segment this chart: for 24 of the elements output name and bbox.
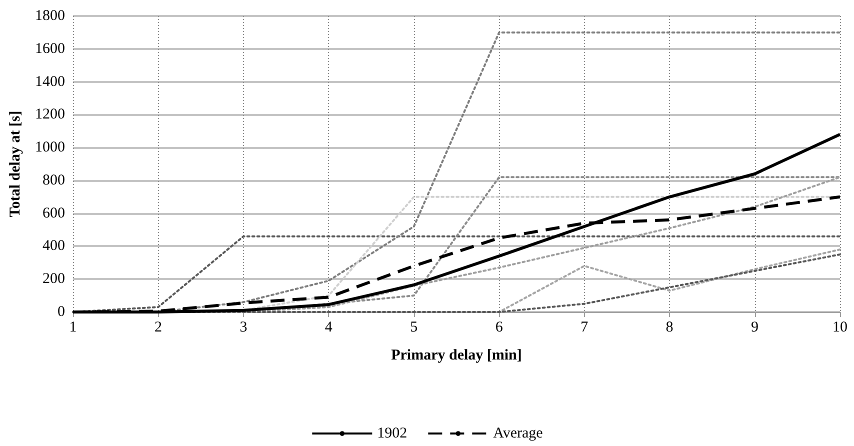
x-tick-label: 9 — [751, 320, 759, 336]
x-tick-label: 1 — [69, 320, 77, 336]
legend-label: 1902 — [377, 426, 408, 442]
y-tick-label: 0 — [58, 304, 65, 320]
x-tick-label: 3 — [240, 320, 248, 336]
x-tick-label: 7 — [580, 320, 589, 336]
x-axis-title: Primary delay [min] — [391, 348, 522, 364]
x-tick-label: 10 — [832, 320, 848, 336]
y-tick-label: 1400 — [35, 74, 65, 90]
x-tick-label: 8 — [666, 320, 674, 336]
y-axis-title: Total delay at [s] — [8, 110, 24, 218]
y-tick-label: 800 — [42, 172, 65, 188]
y-tick-label: 1800 — [35, 8, 65, 24]
legend-label: Average — [493, 426, 544, 442]
y-tick-label: 1600 — [35, 40, 65, 57]
y-tick-label: 600 — [42, 205, 65, 222]
y-tick-label: 1000 — [35, 140, 65, 156]
x-tick-label: 5 — [410, 320, 418, 336]
x-tick-label: 2 — [154, 320, 162, 336]
x-tick-label: 4 — [324, 320, 333, 336]
y-tick-label: 1200 — [35, 106, 65, 123]
y-tick-label: 200 — [42, 271, 65, 288]
y-tick-label: 400 — [42, 238, 65, 254]
x-tick-label: 6 — [495, 320, 504, 336]
